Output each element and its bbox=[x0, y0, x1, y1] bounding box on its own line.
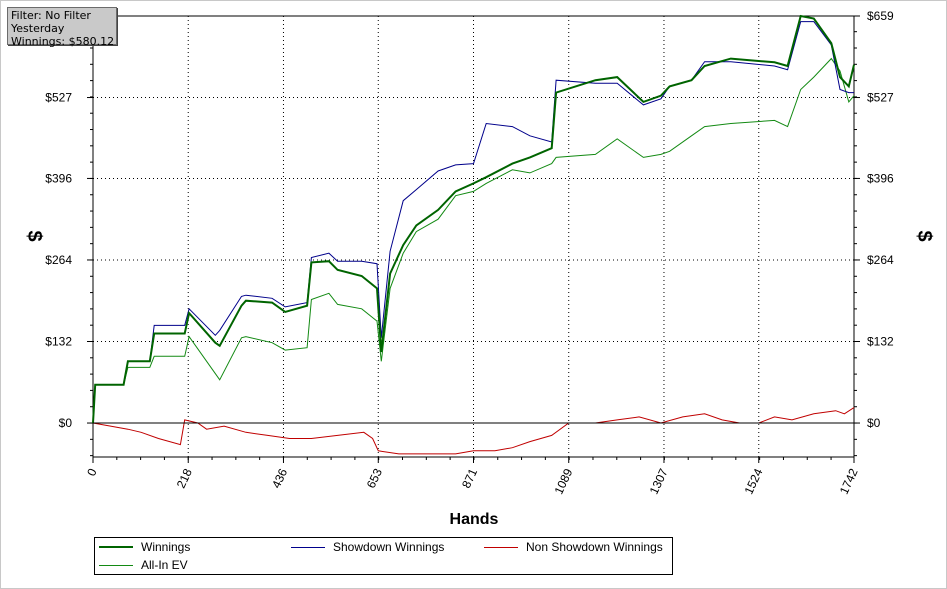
legend-item-showdown-winnings: Showdown Winnings bbox=[291, 539, 444, 555]
series-line-all-in-ev bbox=[92, 57, 855, 424]
legend-item-winnings: Winnings bbox=[99, 539, 190, 555]
y-tick-label-right: $132 bbox=[867, 335, 894, 349]
series-line-showdown-winnings bbox=[92, 21, 854, 424]
legend-item-non-showdown-winnings: Non Showdown Winnings bbox=[484, 539, 663, 555]
filter-line: Filter: No Filter bbox=[11, 9, 91, 22]
series-line-winnings bbox=[92, 14, 855, 424]
x-tick-label: 0 bbox=[84, 466, 100, 478]
legend-label-non-showdown: Non Showdown Winnings bbox=[526, 540, 663, 554]
legend-swatch-showdown bbox=[291, 546, 325, 548]
y-tick-label-right: $527 bbox=[867, 91, 894, 105]
y-tick-label-right: $0 bbox=[867, 416, 881, 430]
legend-swatch-all-in-ev bbox=[99, 564, 133, 566]
y-tick-label-left: $527 bbox=[45, 91, 72, 105]
series bbox=[92, 14, 855, 455]
y-tick-label-left: $0 bbox=[59, 416, 73, 430]
grid bbox=[93, 15, 854, 457]
legend: Winnings Showdown Winnings Non Showdown … bbox=[94, 537, 673, 575]
y-axis-title-left: $ bbox=[23, 230, 45, 241]
y-tick-label-left: $264 bbox=[45, 253, 72, 267]
x-axis-title: Hands bbox=[450, 511, 499, 528]
x-tick-label: 871 bbox=[459, 466, 480, 490]
x-tick-label: 218 bbox=[174, 466, 195, 490]
x-tick-label: 436 bbox=[269, 466, 290, 490]
y-axis-title-right: $ bbox=[913, 230, 935, 241]
legend-swatch-non-showdown bbox=[484, 546, 518, 548]
y-tick-label-right: $659 bbox=[867, 9, 894, 23]
x-tick-label: 1524 bbox=[742, 466, 766, 496]
x-tick-label: 653 bbox=[364, 466, 385, 490]
y-tick-label-left: $132 bbox=[45, 335, 72, 349]
x-tick-label: 1742 bbox=[837, 466, 861, 496]
y-tick-label-left: $396 bbox=[45, 171, 72, 185]
date-range-line: Yesterday bbox=[11, 22, 65, 35]
winnings-line: Winnings: $580.12 bbox=[11, 35, 115, 48]
legend-label-all-in-ev: All-In EV bbox=[141, 558, 188, 572]
x-tick-label: 1307 bbox=[647, 466, 671, 496]
y-tick-label-right: $264 bbox=[867, 253, 894, 267]
y-tick-label-right: $396 bbox=[867, 171, 894, 185]
x-tick-label: 1089 bbox=[551, 466, 575, 496]
legend-item-all-in-ev: All-In EV bbox=[99, 557, 188, 573]
legend-label-winnings: Winnings bbox=[141, 540, 191, 554]
filter-info-box: Filter: No Filter Yesterday Winnings: $5… bbox=[7, 7, 117, 48]
legend-label-showdown: Showdown Winnings bbox=[333, 540, 445, 554]
legend-swatch-winnings bbox=[99, 546, 133, 548]
